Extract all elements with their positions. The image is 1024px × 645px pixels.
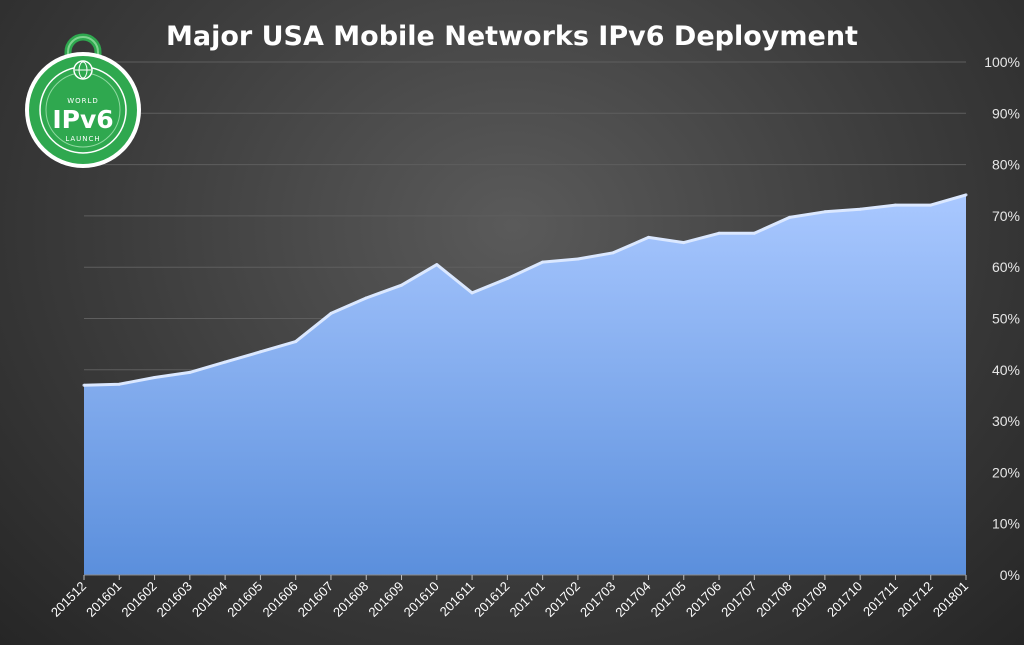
y-tick-label: 60% (992, 259, 1020, 275)
x-tick-label: 201605 (224, 579, 265, 620)
y-tick-label: 90% (992, 105, 1020, 121)
y-tick-label: 80% (992, 157, 1020, 173)
y-tick-label: 0% (1000, 567, 1020, 583)
y-tick-label: 20% (992, 464, 1020, 480)
data-point (682, 241, 686, 245)
data-point (188, 370, 192, 374)
data-point (117, 382, 121, 386)
padlock-globe-icon (25, 33, 141, 168)
data-point (752, 231, 756, 235)
x-tick-label: 201705 (648, 579, 689, 620)
chart-title: Major USA Mobile Networks IPv6 Deploymen… (166, 21, 858, 52)
x-tick-label: 201602 (118, 579, 159, 620)
data-point (82, 383, 86, 387)
data-point (435, 263, 439, 267)
data-point (294, 340, 298, 344)
data-point (329, 311, 333, 315)
x-tick-label: 201706 (683, 579, 724, 620)
x-axis-tick-labels: 2015122016012016022016032016042016052016… (48, 575, 971, 620)
x-tick-label: 201604 (189, 579, 230, 620)
data-point (153, 376, 157, 379)
data-point (576, 257, 580, 261)
data-point (541, 260, 545, 264)
data-point (893, 203, 897, 207)
x-tick-label: 201609 (365, 579, 406, 620)
x-tick-label: 201607 (295, 579, 336, 620)
logo-bottom-text: LAUNCH (65, 135, 100, 143)
data-point (964, 193, 968, 197)
x-tick-label: 201707 (718, 579, 759, 620)
x-tick-label: 201612 (471, 579, 512, 620)
x-tick-label: 201708 (753, 579, 794, 620)
data-point (258, 350, 262, 354)
data-point (717, 231, 721, 235)
x-tick-label: 201712 (895, 579, 936, 620)
x-tick-label: 201701 (506, 579, 547, 620)
data-point (858, 207, 862, 211)
data-point (611, 251, 615, 255)
data-point (470, 291, 474, 295)
area-series (82, 193, 968, 576)
x-tick-label: 201709 (789, 579, 830, 620)
y-tick-label: 50% (992, 311, 1020, 327)
logo-top-text: WORLD (67, 97, 99, 105)
y-tick-label: 10% (992, 516, 1020, 532)
data-point (223, 360, 227, 364)
x-tick-label: 201801 (930, 579, 971, 620)
x-tick-label: 201606 (260, 579, 301, 620)
x-tick-label: 201703 (577, 579, 618, 620)
data-point (364, 296, 368, 300)
x-tick-label: 201608 (330, 579, 371, 620)
x-tick-label: 201711 (860, 579, 901, 620)
x-tick-label: 201611 (437, 579, 478, 620)
x-tick-label: 201710 (824, 579, 865, 620)
data-point (400, 283, 403, 287)
y-axis-tick-labels: 0% 10% 20% 30% 40% 50% 60% 70% 80% 90% 100% (984, 54, 1020, 583)
data-point (788, 215, 792, 219)
y-tick-label: 40% (992, 362, 1020, 378)
x-tick-label: 201704 (612, 579, 653, 620)
y-tick-label: 100% (984, 54, 1020, 70)
data-point (647, 235, 650, 239)
area-series-line (83, 193, 967, 387)
logo-main-text: IPv6 (52, 105, 113, 134)
y-tick-label: 30% (992, 413, 1020, 429)
x-tick-label: 201601 (83, 579, 124, 620)
x-tick-label: 201512 (48, 579, 89, 620)
area-fill (84, 194, 966, 575)
world-ipv6-launch-logo: WORLD IPv6 LAUNCH (25, 33, 141, 168)
data-point (505, 277, 509, 280)
y-tick-label: 70% (992, 208, 1020, 224)
x-tick-label: 201702 (542, 579, 583, 620)
data-point (929, 203, 933, 207)
x-tick-label: 201610 (401, 579, 442, 620)
data-point (823, 210, 827, 214)
x-tick-label: 201603 (154, 579, 195, 620)
